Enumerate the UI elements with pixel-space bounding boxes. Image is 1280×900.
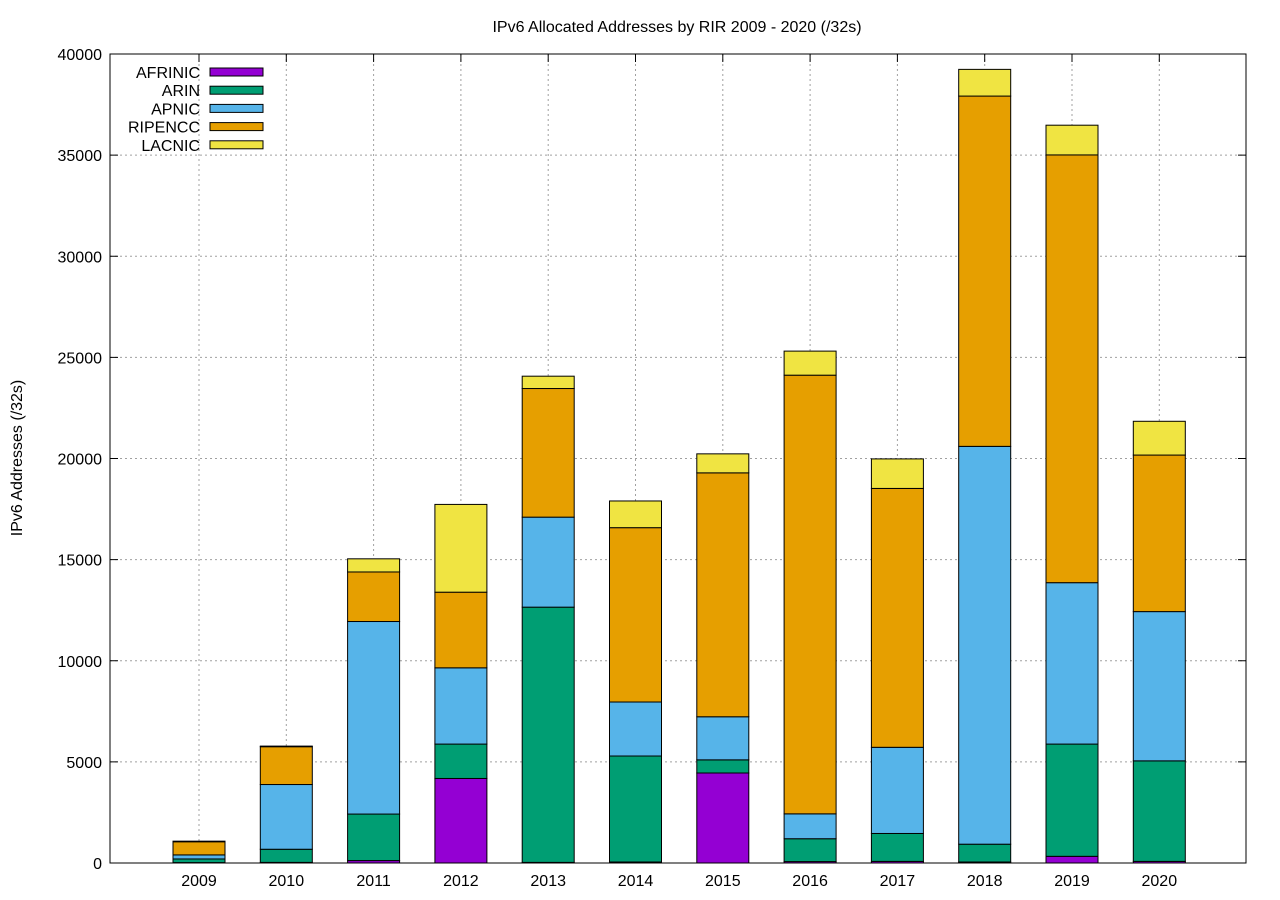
bar-ripencc-2013	[521, 388, 575, 518]
bar-arin-2019	[1045, 743, 1099, 857]
bar-lacnic-2011	[347, 558, 401, 573]
bar-lacnic-2019	[1045, 124, 1099, 156]
bar-apnic-2019	[1045, 582, 1099, 745]
x-tick-label: 2014	[618, 873, 654, 890]
bar-arin-2016	[783, 838, 837, 863]
y-tick-label: 35000	[58, 148, 103, 165]
bar-lacnic-2010	[259, 745, 313, 748]
bar-ripencc-2017	[870, 487, 924, 748]
x-tick-label: 2019	[1054, 873, 1090, 890]
y-tick-label: 5000	[66, 755, 102, 772]
y-tick-label: 30000	[58, 249, 103, 266]
bar-afrinic-2012	[434, 777, 488, 864]
bar-lacnic-2018	[958, 68, 1012, 97]
bar-arin-2014	[609, 755, 662, 863]
bar-arin-2009	[172, 858, 226, 864]
bars-layer	[172, 68, 1186, 864]
y-axis-label: IPv6 Addresses (/32s)	[9, 380, 26, 537]
bar-arin-2017	[870, 832, 924, 862]
bar-lacnic-2015	[696, 453, 750, 474]
bar-lacnic-2013	[521, 375, 575, 390]
plot-frame	[109, 53, 1247, 864]
bar-ripencc-2020	[1132, 454, 1186, 613]
y-tick-label: 15000	[58, 553, 103, 570]
bar-apnic-2013	[521, 516, 575, 608]
bar-apnic-2010	[259, 784, 313, 850]
bar-ripencc-2011	[347, 571, 401, 623]
legend-label-arin: ARIN	[162, 83, 200, 100]
x-tick-label: 2011	[356, 873, 391, 890]
bar-apnic-2009	[172, 854, 226, 860]
y-tick-label: 20000	[58, 452, 103, 469]
bar-arin-2013	[521, 606, 575, 863]
bar-lacnic-2012	[434, 503, 488, 593]
x-tick-label: 2009	[181, 873, 217, 890]
legend-swatch-ripencc	[209, 122, 264, 132]
bar-lacnic-2020	[1132, 420, 1186, 456]
y-tick-label: 25000	[58, 350, 103, 367]
legend-label-apnic: APNIC	[151, 101, 200, 118]
x-tick-label: 2018	[967, 873, 1003, 890]
chart-title: IPv6 Allocated Addresses by RIR 2009 - 2…	[492, 19, 861, 36]
x-tick-label: 2017	[880, 873, 916, 890]
bar-lacnic-2016	[783, 350, 837, 376]
bar-arin-2020	[1132, 760, 1186, 862]
legend-swatch-apnic	[209, 103, 264, 113]
axis-labels: 0 5000 10000 15000 20000 25000 30000 35000 40000…	[58, 47, 1178, 890]
bar-arin-2010	[259, 848, 313, 863]
bar-ripencc-2014	[609, 527, 662, 703]
bar-apnic-2017	[870, 746, 924, 834]
x-tick-label: 2012	[443, 873, 479, 890]
bar-lacnic-2014	[609, 500, 662, 529]
bar-arin-2018	[958, 843, 1012, 863]
legend-swatch-lacnic	[209, 140, 264, 150]
legend-label-ripencc: RIPENCC	[128, 120, 200, 137]
legend-label-afrinic: AFRINIC	[136, 65, 200, 82]
x-tick-label: 2010	[269, 873, 305, 890]
bar-ripencc-2018	[958, 95, 1012, 447]
legend-swatch-afrinic	[209, 67, 264, 77]
bar-ripencc-2016	[783, 374, 837, 815]
bar-apnic-2016	[783, 813, 837, 840]
x-tick-label: 2020	[1142, 873, 1178, 890]
bar-apnic-2014	[609, 701, 662, 757]
bar-afrinic-2015	[696, 772, 750, 864]
bar-lacnic-2017	[870, 458, 924, 489]
bar-apnic-2012	[434, 667, 488, 745]
bar-ripencc-2019	[1045, 154, 1099, 584]
bar-arin-2011	[347, 813, 401, 862]
bar-ripencc-2012	[434, 591, 488, 669]
y-tick-label: 10000	[58, 654, 103, 671]
bar-ripencc-2010	[259, 746, 313, 786]
bar-apnic-2018	[958, 445, 1012, 845]
x-tick-label: 2016	[792, 873, 828, 890]
bar-apnic-2011	[347, 621, 401, 815]
bar-lacnic-2009	[172, 840, 226, 843]
legend-label-lacnic: LACNIC	[141, 138, 200, 155]
bar-arin-2015	[696, 759, 750, 774]
bar-ripencc-2015	[696, 472, 750, 718]
bar-ripencc-2009	[172, 841, 226, 856]
y-tick-label: 0	[93, 856, 102, 873]
x-tick-label: 2013	[530, 873, 566, 890]
x-tick-label: 2015	[705, 873, 741, 890]
bar-apnic-2020	[1132, 611, 1186, 762]
legend-swatch-arin	[209, 85, 264, 95]
y-tick-label: 40000	[58, 47, 103, 64]
bar-afrinic-2019	[1045, 855, 1099, 864]
bar-apnic-2015	[696, 716, 750, 761]
bar-arin-2012	[434, 743, 488, 779]
